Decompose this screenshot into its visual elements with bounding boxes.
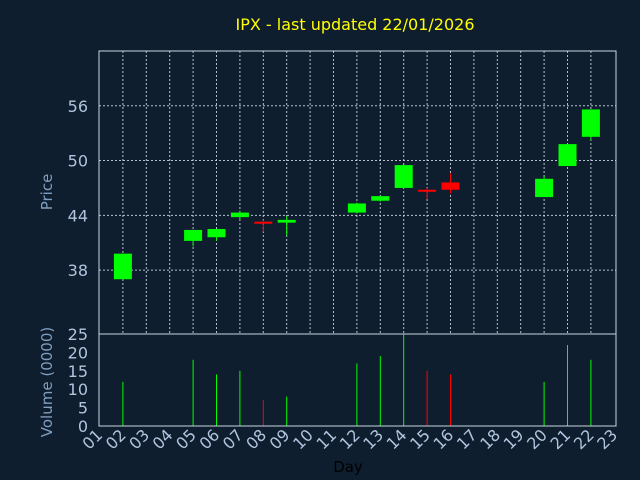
- candle-body: [347, 203, 366, 213]
- price-tick-label: 56: [68, 97, 88, 116]
- candle-body: [230, 212, 249, 218]
- volume-tick-label: 25: [68, 325, 88, 344]
- chart-title: IPX - last updated 22/01/2026: [235, 15, 474, 34]
- candle-body: [184, 229, 203, 241]
- candle-body: [371, 196, 390, 201]
- x-ticks: 0102030405060708091011121314151617181920…: [78, 425, 621, 453]
- x-tick-label: 23: [593, 425, 621, 453]
- candle-body: [535, 178, 554, 198]
- volume-tick-label: 20: [68, 343, 88, 362]
- volume-axis-label: Volume (0000): [38, 327, 56, 437]
- candle-body: [581, 109, 600, 137]
- candle-body: [207, 229, 226, 238]
- candle-body: [113, 253, 132, 280]
- volume-tick-label: 15: [68, 362, 88, 381]
- price-axis-label: Price: [38, 174, 56, 211]
- volume-bars: [122, 334, 592, 426]
- price-tick-label: 38: [68, 261, 88, 280]
- volume-tick-label: 0: [78, 417, 88, 436]
- volume-panel-frame: [98, 333, 617, 427]
- volume-tick-label: 10: [68, 380, 88, 399]
- volume-tick-label: 5: [78, 399, 88, 418]
- candle-body: [394, 165, 413, 188]
- candle-body: [254, 221, 273, 224]
- price-tick-label: 50: [68, 152, 88, 171]
- candle-body: [558, 144, 577, 167]
- price-y-ticks: 38 44 50 56: [68, 97, 88, 280]
- candle-body: [277, 219, 296, 223]
- x-axis-label: Day: [333, 458, 363, 476]
- candles: [113, 109, 600, 280]
- candle-body: [418, 189, 437, 192]
- candle-body: [441, 182, 460, 190]
- price-tick-label: 44: [68, 206, 88, 225]
